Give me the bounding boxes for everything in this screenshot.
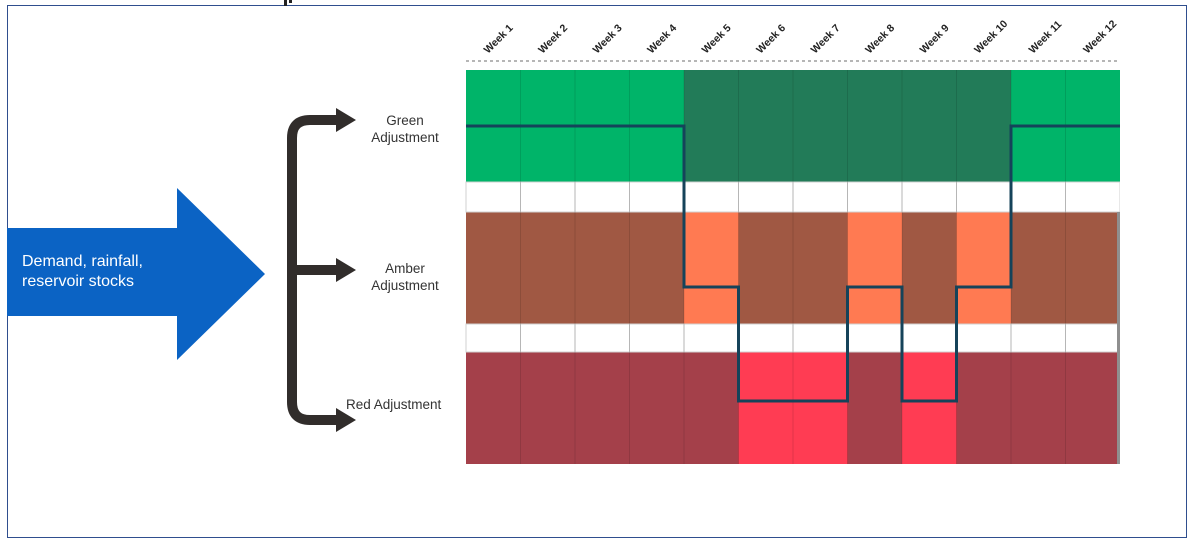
week-label-10: Week 10 (972, 18, 1010, 56)
amber-label-line-1: Amber (385, 261, 425, 276)
adjustment-path-line (466, 124, 1120, 403)
arrowhead-red (336, 408, 356, 432)
cell-red-week-12 (1065, 352, 1120, 464)
green-label-line-1: Green (386, 113, 424, 128)
cell-amber-week-6 (738, 212, 793, 324)
cell-amber-week-10 (956, 212, 1011, 324)
gap-cell-2-week-4 (629, 323, 685, 353)
gap-cell-1-week-1 (465, 181, 521, 213)
cell-green-week-7 (793, 70, 848, 182)
week-label-12: Week 12 (1081, 18, 1119, 56)
cell-amber-week-5 (684, 212, 739, 324)
week-label-8: Week 8 (863, 22, 897, 56)
cell-amber-week-8 (847, 212, 902, 324)
week-label-7: Week 7 (809, 22, 843, 56)
week-label-11: Week 11 (1027, 18, 1065, 56)
input-text: Demand, rainfall, reservoir stocks (22, 252, 192, 292)
cell-amber-week-9 (902, 212, 957, 324)
arrowhead-amber (336, 258, 356, 282)
week-label-4: Week 4 (645, 22, 679, 56)
gap-cell-1-week-12 (1065, 181, 1120, 213)
gap-cell-1-week-3 (574, 181, 630, 213)
input-text-line-2: reservoir stocks (22, 273, 135, 290)
input-text-line-1: Demand, rainfall, (22, 253, 143, 270)
cell-red-week-9 (902, 352, 957, 464)
gap-cell-2-week-8 (847, 323, 903, 353)
cell-amber-week-7 (793, 212, 848, 324)
gap-cell-1-week-10 (956, 181, 1012, 213)
gap-cell-2-week-3 (574, 323, 630, 353)
cell-red-week-2 (520, 352, 575, 464)
gap-cell-2-week-7 (792, 323, 848, 353)
red-adjustment-label: Red Adjustment (346, 396, 464, 413)
cell-green-week-10 (956, 70, 1011, 182)
cell-amber-week-2 (520, 212, 575, 324)
week-label-9: Week 9 (918, 22, 952, 56)
cell-green-week-8 (847, 70, 902, 182)
week-label-3: Week 3 (591, 22, 625, 56)
week-label-5: Week 5 (700, 22, 734, 56)
arrowhead-green (336, 108, 356, 132)
cell-amber-week-12 (1065, 212, 1120, 324)
gap-cell-1-week-5 (683, 181, 739, 213)
cell-red-week-7 (793, 352, 848, 464)
branching-bracket (287, 108, 356, 432)
cell-red-week-6 (738, 352, 793, 464)
green-adjustment-label: Green Adjustment (362, 112, 448, 146)
gap-cell-1-week-8 (847, 181, 903, 213)
gap-cell-2-week-2 (520, 323, 576, 353)
right-edge-shade (1117, 212, 1120, 464)
cell-amber-week-3 (575, 212, 630, 324)
cell-red-week-10 (956, 352, 1011, 464)
cell-green-week-6 (738, 70, 793, 182)
gap-cell-1-week-2 (520, 181, 576, 213)
cell-amber-week-1 (466, 212, 521, 324)
cell-amber-week-4 (629, 212, 684, 324)
week-label-6: Week 6 (754, 22, 788, 56)
cell-green-week-9 (902, 70, 957, 182)
gap-cell-2-week-6 (738, 323, 794, 353)
gap-cell-2-week-9 (901, 323, 957, 353)
cell-red-week-5 (684, 352, 739, 464)
input-arrow (7, 188, 265, 360)
gap-cell-2-week-12 (1065, 323, 1120, 353)
cell-amber-week-11 (1011, 212, 1066, 324)
gap-cell-2-week-1 (465, 323, 521, 353)
amber-adjustment-label: Amber Adjustment (362, 260, 448, 294)
week-label-1: Week 1 (482, 22, 516, 56)
gap-cell-2-week-10 (956, 323, 1012, 353)
gap-cell-1-week-6 (738, 181, 794, 213)
cell-red-week-11 (1011, 352, 1066, 464)
gap-cell-2-week-5 (683, 323, 739, 353)
weekly-adjustment-grid: Week 1 Week 2 Week 3 Week 4 Week 5 Week 6 Week… (465, 18, 1120, 464)
cell-red-week-3 (575, 352, 630, 464)
cell-red-week-1 (466, 352, 521, 464)
gap-cell-1-week-4 (629, 181, 685, 213)
red-label-line-1: Red Adjustment (346, 397, 442, 412)
week-label-2: Week 2 (536, 22, 570, 56)
cell-green-week-5 (684, 70, 739, 182)
cut-off-title-glyph (284, 0, 292, 6)
gap-cell-1-week-7 (792, 181, 848, 213)
cell-red-week-4 (629, 352, 684, 464)
gap-cell-1-week-11 (1010, 181, 1066, 213)
amber-label-line-2: Adjustment (371, 278, 439, 293)
gap-cell-1-week-9 (901, 181, 957, 213)
green-label-line-2: Adjustment (371, 130, 439, 145)
gap-cell-2-week-11 (1010, 323, 1066, 353)
cell-red-week-8 (847, 352, 902, 464)
